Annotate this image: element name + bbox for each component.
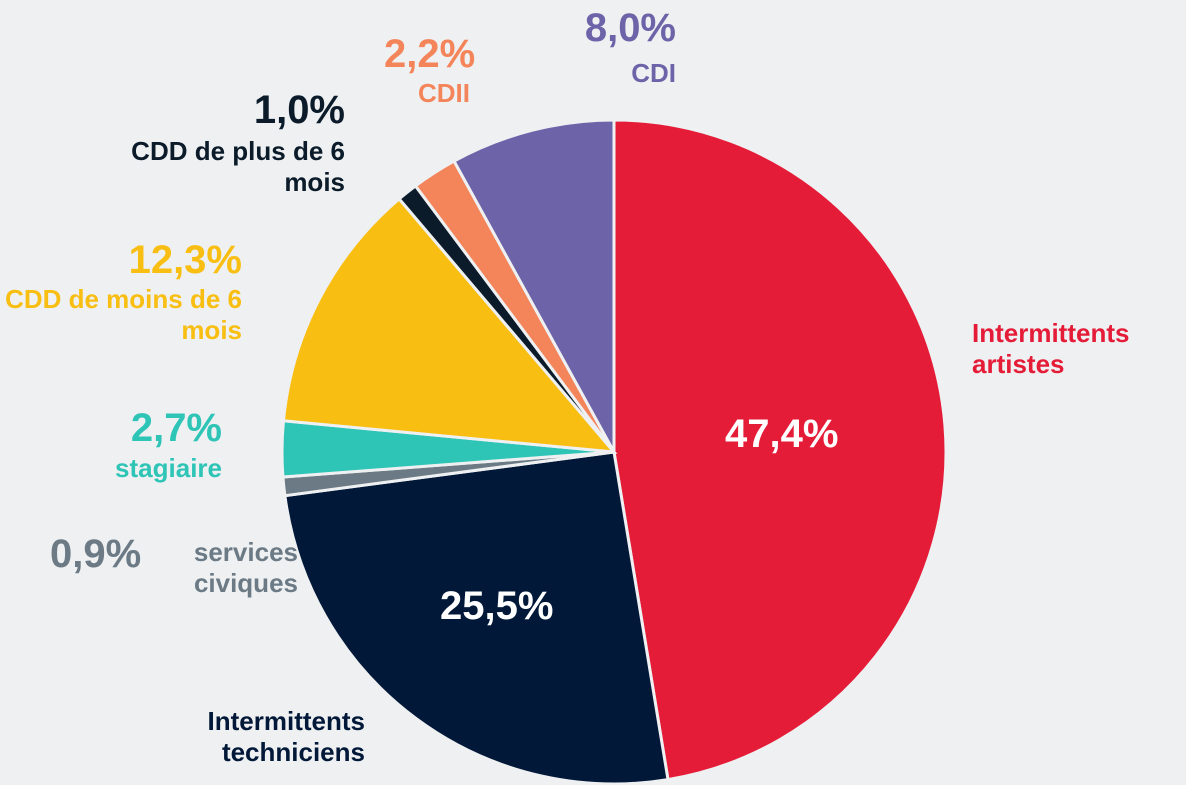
value-label: 0,9% — [50, 532, 142, 576]
category-label: stagiaire — [115, 453, 222, 483]
category-label: CDD de plus de 6 mois — [131, 136, 345, 198]
category-label: CDI — [631, 58, 676, 88]
value-label: 47,4% — [725, 412, 839, 456]
value-label: 2,2% — [384, 32, 476, 76]
value-label: 8,0% — [584, 6, 676, 50]
pie-slice — [281, 196, 618, 454]
value-label: 25,5% — [440, 584, 554, 628]
pie-slice — [612, 118, 948, 782]
category-label: Intermittents techniciens — [207, 706, 365, 768]
category-label: CDII — [418, 78, 470, 108]
value-label: 12,3% — [128, 238, 242, 282]
value-label: 1,0% — [253, 88, 345, 132]
value-label: 2,7% — [130, 406, 222, 450]
category-label: CDD de moins de 6 mois — [5, 284, 242, 346]
category-label: services civiques — [193, 537, 298, 599]
category-label: Intermittents artistes — [972, 318, 1130, 380]
pie-slice — [452, 118, 616, 453]
pie-slice — [283, 450, 670, 785]
